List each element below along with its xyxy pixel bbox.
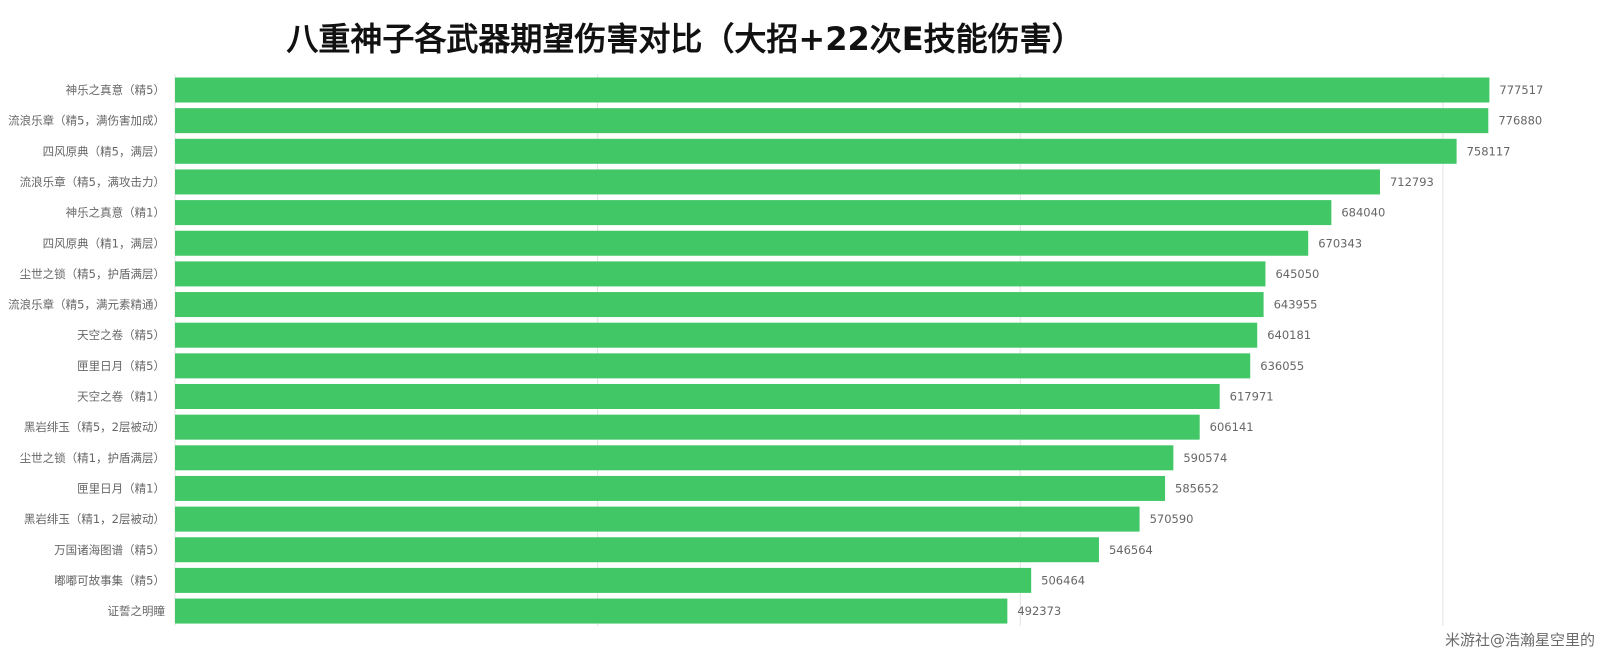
bar [175, 414, 1200, 440]
value-label: 758117 [1467, 144, 1511, 158]
bar [175, 384, 1220, 409]
bar [175, 475, 1166, 501]
category-label: 四风原典（精1，满层） [43, 236, 165, 250]
bar [175, 230, 1309, 256]
category-label: 嘟嘟可故事集（精5） [54, 573, 165, 587]
value-label: 670343 [1318, 236, 1362, 250]
bar [175, 537, 1099, 563]
category-label: 神乐之真意（精1） [66, 206, 165, 220]
bar [175, 506, 1140, 532]
bar [175, 138, 1457, 164]
category-label: 万国诸海图谱（精5） [54, 543, 165, 557]
value-label: 546564 [1109, 543, 1153, 557]
value-label: 776880 [1498, 114, 1542, 128]
bar [175, 445, 1174, 471]
value-label: 617971 [1230, 390, 1274, 404]
value-label: 590574 [1183, 451, 1227, 465]
category-label: 流浪乐章（精5，满元素精通） [8, 298, 165, 312]
bars [175, 77, 1490, 624]
chart-title: 八重神子各武器期望伤害对比（大招+22次E技能伤害） [286, 20, 1084, 58]
bar [175, 77, 1490, 103]
bar [175, 108, 1489, 134]
category-label: 天空之卷（精5） [77, 328, 165, 342]
value-label: 506464 [1041, 573, 1085, 587]
category-label: 黑岩绯玉（精5，2层被动） [24, 420, 165, 434]
value-label: 640181 [1267, 328, 1311, 342]
bar [175, 169, 1380, 195]
category-label: 黑岩绯玉（精1，2层被动） [24, 512, 165, 526]
bar [175, 292, 1264, 318]
category-label: 尘世之锁（精1，护盾满层） [20, 451, 165, 465]
value-labels: 777517 776880 758117 712793 684040 670343 6450… [1017, 83, 1543, 618]
value-label: 492373 [1017, 604, 1061, 618]
value-label: 636055 [1260, 359, 1304, 373]
bar [175, 261, 1266, 287]
category-label: 匣里日月（精5） [77, 359, 165, 373]
value-label: 606141 [1210, 420, 1254, 434]
value-label: 684040 [1341, 206, 1385, 220]
category-labels: 神乐之真意（精5） 流浪乐章（精5，满伤害加成） 四风原典（精5，满层） 流浪乐章（精… [8, 83, 165, 618]
category-label: 四风原典（精5，满层） [43, 144, 165, 158]
value-label: 645050 [1275, 267, 1319, 281]
gridlines [174, 74, 1444, 626]
category-label: 流浪乐章（精5，满攻击力） [20, 175, 165, 189]
bar [175, 322, 1258, 348]
category-label: 天空之卷（精1） [77, 390, 165, 404]
watermark: 米游社@浩瀚星空里的 [1444, 631, 1595, 649]
bar [175, 353, 1251, 379]
category-label: 尘世之锁（精5，护盾满层） [20, 267, 165, 281]
value-label: 777517 [1499, 83, 1543, 97]
category-label: 证誓之明瞳 [108, 604, 166, 618]
category-label: 神乐之真意（精5） [66, 83, 165, 97]
value-label: 643955 [1274, 298, 1318, 312]
bar [175, 200, 1332, 226]
value-label: 585652 [1175, 481, 1219, 495]
value-label: 570590 [1150, 512, 1194, 526]
bar [175, 598, 1008, 624]
bar [175, 567, 1032, 593]
category-label: 匣里日月（精1） [77, 481, 165, 495]
value-label: 712793 [1390, 175, 1434, 189]
category-label: 流浪乐章（精5，满伤害加成） [8, 114, 165, 128]
